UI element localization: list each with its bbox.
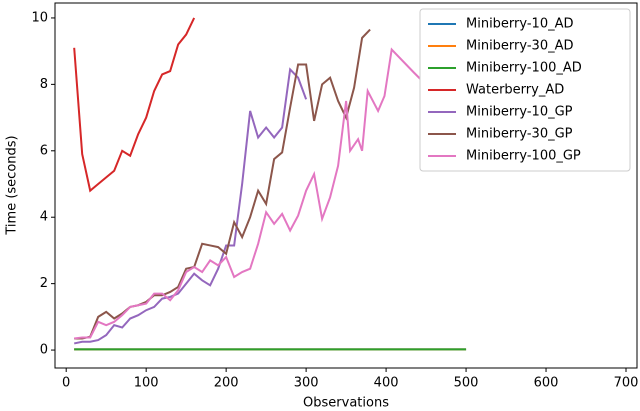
legend-label: Miniberry-100_AD	[466, 61, 582, 76]
series-line	[74, 28, 371, 340]
x-tick-label: 100	[134, 376, 159, 391]
x-tick-label: 400	[374, 376, 399, 391]
series-line	[74, 47, 437, 340]
legend-box	[419, 8, 631, 172]
x-tick-label: 600	[534, 376, 559, 391]
series-line	[73, 67, 308, 345]
legend-label: Miniberry-10_AD	[466, 17, 574, 32]
y-tick-label: 10	[31, 10, 48, 25]
y-tick-label: 0	[40, 343, 48, 358]
x-tick-label: 500	[454, 376, 479, 391]
legend-label: Miniberry-30_GP	[466, 127, 573, 142]
y-tick-label: 8	[40, 77, 48, 92]
x-axis-label: Observations	[303, 396, 389, 411]
x-tick-label: 700	[614, 376, 639, 391]
legend-label: Miniberry-30_AD	[466, 39, 574, 54]
legend-label: Waterberry_AD	[466, 83, 564, 98]
legend: Miniberry-10_AD Miniberry-30_AD Miniberry-…	[419, 8, 631, 172]
y-tick-label: 6	[40, 143, 48, 158]
series-line	[73, 17, 196, 193]
x-tick-label: 300	[294, 376, 319, 391]
y-tick-label: 4	[40, 210, 48, 225]
legend-label: Miniberry-10_GP	[466, 105, 573, 120]
legend-label: Miniberry-100_GP	[466, 149, 581, 164]
y-tick-label: 2	[40, 276, 48, 291]
y-axis-label: Time (seconds)	[5, 135, 20, 235]
x-tick-label: 200	[214, 376, 239, 391]
x-tick-label: 0	[62, 376, 70, 391]
plot-frame	[54, 2, 638, 369]
